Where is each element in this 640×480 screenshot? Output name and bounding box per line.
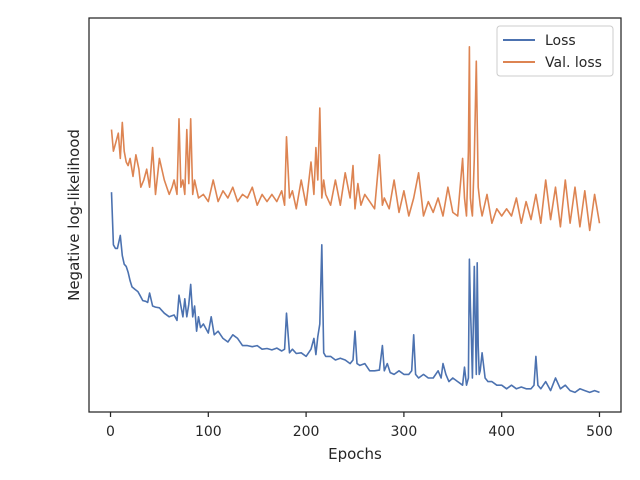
x-tick-label: 200 [293, 424, 320, 440]
x-axis-label: Epochs [328, 445, 382, 463]
x-tick-label: 100 [195, 424, 222, 440]
series-layer [110, 45, 601, 394]
legend-label-loss: Loss [545, 33, 576, 49]
x-tick-label: 500 [586, 424, 613, 440]
x-tick-label: 300 [391, 424, 418, 440]
legend-box [496, 25, 614, 77]
series-line-loss [110, 192, 600, 394]
legend-label-val-loss: Val. loss [545, 55, 602, 71]
x-axis: 0 100 200 300 400 500 [106, 412, 613, 440]
y-axis-label: Negative log-likelihood [65, 129, 83, 301]
x-tick-label: 400 [488, 424, 515, 440]
legend: Loss Val. loss [496, 25, 614, 77]
series-line-val-loss [110, 45, 601, 232]
plot-frame [88, 17, 622, 413]
x-tick-label: 0 [106, 424, 115, 440]
